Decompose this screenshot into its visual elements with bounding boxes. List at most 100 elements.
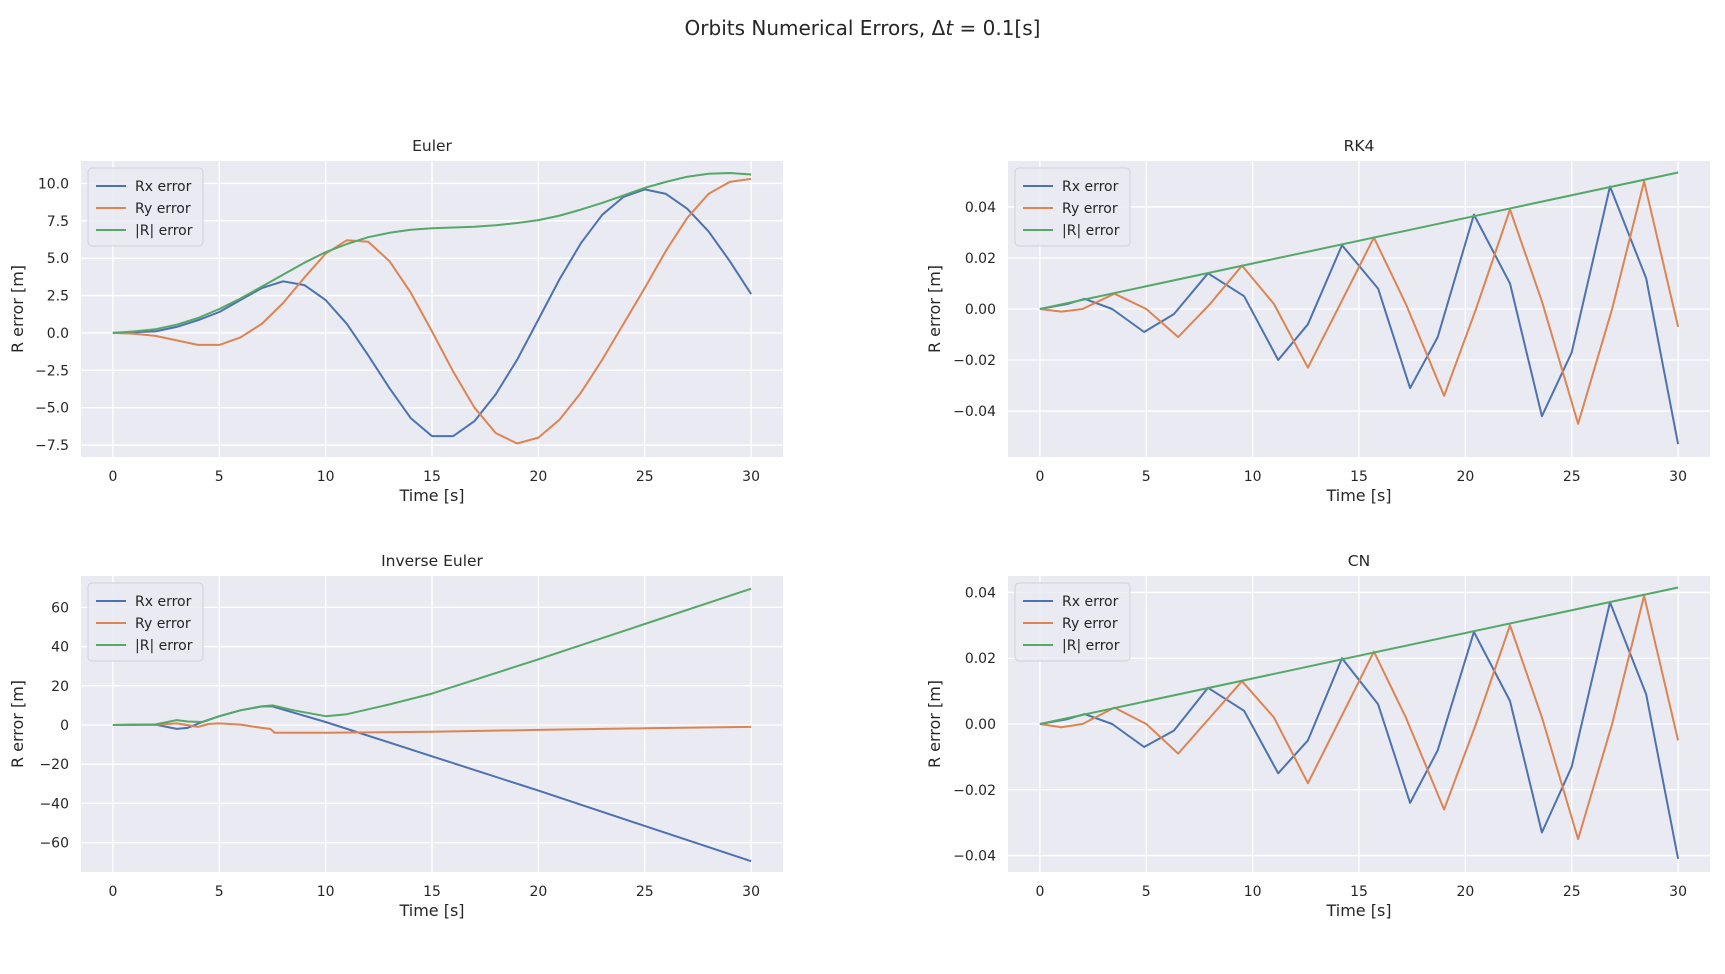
x-tick-label: 20 bbox=[529, 469, 547, 485]
y-tick-label: 5.0 bbox=[47, 251, 69, 267]
x-tick-label: 20 bbox=[1456, 469, 1474, 485]
legend-entry-0: Rx error bbox=[135, 179, 192, 195]
x-tick-label: 10 bbox=[317, 469, 335, 485]
x-tick-label: 25 bbox=[636, 884, 654, 900]
x-tick-label: 30 bbox=[742, 884, 760, 900]
x-axis-label: Time [s] bbox=[1325, 901, 1391, 920]
x-tick-label: 25 bbox=[1563, 884, 1581, 900]
subplot-euler: 0 5 10 15 20 25 30 −7.5 −5.0 −2.5 0.0 2.5 5.0 7.5 10.0… bbox=[8, 137, 783, 505]
x-tick-label: 5 bbox=[215, 469, 224, 485]
series-line-1 bbox=[112, 722, 752, 734]
x-tick-label: 5 bbox=[1142, 469, 1151, 485]
y-tick-label: 0 bbox=[60, 718, 69, 734]
y-tick-label: 0.00 bbox=[965, 717, 996, 733]
subplot-title: Inverse Euler bbox=[381, 552, 483, 570]
subplot-rk4: 0 5 10 15 20 25 30 −0.04 −0.02 0.00 0.02 0.04 RK4 Tim… bbox=[925, 137, 1710, 505]
legend-entry-2: |R| error bbox=[135, 638, 193, 654]
x-tick-label: 25 bbox=[636, 469, 654, 485]
y-tick-label: −20 bbox=[39, 757, 69, 773]
x-tick-label: 15 bbox=[423, 884, 441, 900]
figure-title-symbol: t bbox=[945, 16, 954, 40]
x-tick-label: 20 bbox=[1456, 884, 1474, 900]
y-tick-label: 0.02 bbox=[965, 251, 996, 267]
legend-entry-2: |R| error bbox=[135, 223, 193, 239]
x-tick-label: 30 bbox=[1669, 884, 1687, 900]
legend: Rx error Ry error |R| error bbox=[87, 167, 204, 247]
figure-title-prefix: Orbits Numerical Errors, Δ bbox=[684, 16, 946, 40]
legend-entry-0: Rx error bbox=[1062, 594, 1119, 610]
x-tick-label: 30 bbox=[1669, 469, 1687, 485]
y-tick-label: −40 bbox=[39, 796, 69, 812]
x-tick-label: 15 bbox=[423, 469, 441, 485]
y-tick-label: 0.04 bbox=[965, 200, 996, 216]
x-axis-label: Time [s] bbox=[398, 486, 464, 505]
legend-entry-0: Rx error bbox=[135, 594, 192, 610]
figure-title-suffix: = 0.1[s] bbox=[953, 16, 1041, 40]
subplot-title: CN bbox=[1348, 552, 1370, 570]
x-axis-label: Time [s] bbox=[398, 901, 464, 920]
legend: Rx error Ry error |R| error bbox=[1014, 582, 1131, 662]
legend: Rx error Ry error |R| error bbox=[87, 582, 204, 662]
x-tick-label: 0 bbox=[108, 884, 117, 900]
x-tick-label: 5 bbox=[215, 884, 224, 900]
legend: Rx error Ry error |R| error bbox=[1014, 167, 1131, 247]
y-axis-label: R error [m] bbox=[8, 265, 27, 353]
y-tick-label: 0.02 bbox=[965, 651, 996, 667]
x-tick-label: 15 bbox=[1350, 884, 1368, 900]
subplot-inverse-euler: 0 5 10 15 20 25 30 −60 −40 −20 0 20 40 60 Inverse Eule… bbox=[8, 552, 783, 920]
series-line-1 bbox=[1039, 180, 1680, 425]
legend-entry-1: Ry error bbox=[1062, 201, 1118, 217]
series-line-0 bbox=[112, 188, 752, 438]
series-line-2 bbox=[112, 172, 752, 334]
y-tick-label: −5.0 bbox=[35, 401, 69, 417]
series-line-1 bbox=[112, 177, 752, 445]
legend-box bbox=[87, 167, 204, 247]
legend-entry-1: Ry error bbox=[135, 201, 191, 217]
series-line-2 bbox=[112, 587, 752, 726]
y-tick-label: 0.04 bbox=[965, 585, 996, 601]
legend-entry-2: |R| error bbox=[1062, 638, 1120, 654]
y-tick-label: 7.5 bbox=[47, 214, 69, 230]
y-tick-label: −60 bbox=[39, 836, 69, 852]
x-tick-label: 30 bbox=[742, 469, 760, 485]
y-tick-label: −2.5 bbox=[35, 363, 69, 379]
legend-box bbox=[87, 582, 204, 662]
legend-box bbox=[1014, 167, 1131, 247]
x-axis-label: Time [s] bbox=[1325, 486, 1391, 505]
series-line-0 bbox=[1039, 601, 1680, 859]
subplot-title: Euler bbox=[412, 137, 452, 155]
figure-title: Orbits Numerical Errors, Δt = 0.1[s] bbox=[0, 16, 1725, 40]
y-tick-label: −0.02 bbox=[953, 353, 996, 369]
x-tick-label: 10 bbox=[1244, 469, 1262, 485]
y-axis-label: R error [m] bbox=[925, 680, 944, 768]
series-line-2 bbox=[1039, 171, 1679, 310]
x-tick-label: 0 bbox=[108, 469, 117, 485]
y-axis-label: R error [m] bbox=[925, 265, 944, 353]
x-tick-label: 0 bbox=[1035, 884, 1044, 900]
x-tick-label: 25 bbox=[1563, 469, 1581, 485]
subplot-title: RK4 bbox=[1344, 137, 1375, 155]
y-tick-label: 0.00 bbox=[965, 302, 996, 318]
subplot-cn: 0 5 10 15 20 25 30 −0.04 −0.02 0.00 0.02 0.04 CN Time… bbox=[925, 552, 1710, 920]
y-tick-label: 40 bbox=[51, 640, 69, 656]
y-tick-label: −0.04 bbox=[953, 849, 996, 865]
x-tick-label: 0 bbox=[1035, 469, 1044, 485]
series-line-2 bbox=[1039, 586, 1679, 725]
y-axis-label: R error [m] bbox=[8, 680, 27, 768]
y-tick-label: 0.0 bbox=[47, 326, 69, 342]
legend-entry-0: Rx error bbox=[1062, 179, 1119, 195]
legend-entry-1: Ry error bbox=[135, 616, 191, 632]
y-tick-label: −0.02 bbox=[953, 783, 996, 799]
legend-entry-2: |R| error bbox=[1062, 223, 1120, 239]
x-tick-label: 20 bbox=[529, 884, 547, 900]
legend-entry-1: Ry error bbox=[1062, 616, 1118, 632]
x-tick-label: 10 bbox=[1244, 884, 1262, 900]
y-tick-label: 2.5 bbox=[47, 289, 69, 305]
x-tick-label: 5 bbox=[1142, 884, 1151, 900]
y-tick-label: −0.04 bbox=[953, 404, 996, 420]
y-tick-label: −7.5 bbox=[35, 438, 69, 454]
x-tick-label: 15 bbox=[1350, 469, 1368, 485]
y-tick-label: 60 bbox=[51, 600, 69, 616]
y-tick-label: 20 bbox=[51, 679, 69, 695]
